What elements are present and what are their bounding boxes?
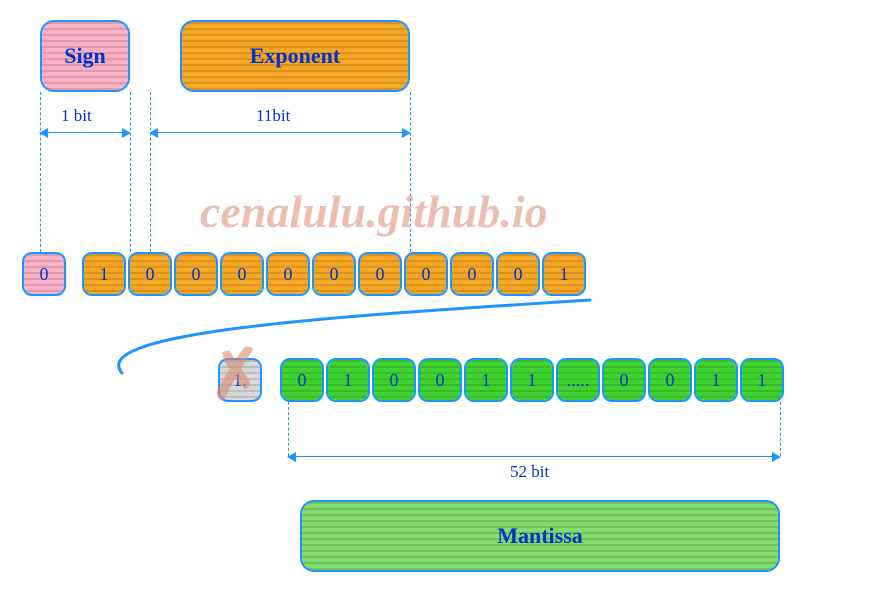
ext-line [150,92,151,252]
bit-value: 0 [376,264,385,285]
dim-line-mantissa [288,456,780,457]
bit-value: 0 [436,370,445,391]
bit-cell: ..... [556,358,600,402]
bit-value: 1 [758,370,767,391]
bit-cell: 0 [372,358,416,402]
bit-row-sign: 0 [22,252,68,296]
bit-value: 1 [560,264,569,285]
sign-label: Sign [64,43,106,69]
bit-cell: 0 [128,252,172,296]
bit-value: 1 [712,370,721,391]
bit-row-exponent: 1 0 0 0 0 0 0 0 0 0 1 [82,252,588,296]
bit-cell: 1 [464,358,508,402]
bit-cell: 0 [358,252,402,296]
bit-cell: 0 [648,358,692,402]
bit-value: 0 [40,264,49,285]
dim-label-exponent: 11bit [256,106,290,126]
exponent-legend-box: Exponent [180,20,410,92]
bit-cell: 1 [740,358,784,402]
bit-value: 0 [146,264,155,285]
bit-value: ..... [567,370,590,391]
bit-cell: 1 [694,358,738,402]
bit-value: 0 [298,370,307,391]
ext-line [780,402,781,456]
dim-label-mantissa: 52 bit [510,462,549,482]
bit-value: 0 [422,264,431,285]
ext-line [40,92,41,252]
exponent-label: Exponent [250,43,340,69]
mantissa-label: Mantissa [497,523,583,549]
bit-cell: 1 [326,358,370,402]
bit-value: 0 [666,370,675,391]
bit-row-leading: 1. [218,358,264,402]
bit-value: 0 [620,370,629,391]
bit-value: 1 [528,370,537,391]
watermark-text: cenalulu.github.io [200,185,548,238]
ext-line [410,92,411,252]
dim-line-exponent [150,132,410,133]
bit-cell: 0 [266,252,310,296]
mantissa-legend-box: Mantissa [300,500,780,572]
sign-legend-box: Sign [40,20,130,92]
bit-cell: 0 [496,252,540,296]
bit-cell: 0 [602,358,646,402]
bit-cell: 0 [220,252,264,296]
bit-value: 1 [344,370,353,391]
dim-line-sign [40,132,130,133]
bit-row-mantissa: 0 1 0 0 1 1..... 0 0 1 1 [280,358,786,402]
bit-cell: 1 [542,252,586,296]
dim-label-sign: 1 bit [61,106,92,126]
bit-cell: 1 [510,358,554,402]
bit-value: 0 [514,264,523,285]
ext-line [130,92,131,252]
diagram-canvas: Sign Exponent Mantissa 1 bit 11bit 52 bi… [0,0,883,595]
bit-value: 0 [238,264,247,285]
bit-cell: 0 [450,252,494,296]
bit-value: 1 [482,370,491,391]
bit-cell: 0 [418,358,462,402]
bit-value: 0 [390,370,399,391]
bit-value: 1. [233,370,247,391]
bit-value: 1 [100,264,109,285]
bit-value: 0 [330,264,339,285]
ext-line [288,402,289,456]
bit-cell: 0 [174,252,218,296]
bit-value: 0 [468,264,477,285]
bit-value: 0 [192,264,201,285]
bit-cell: 1 [82,252,126,296]
bit-cell: 0 [404,252,448,296]
bit-cell: 0 [280,358,324,402]
bit-cell: 0 [22,252,66,296]
bit-value: 0 [284,264,293,285]
bit-cell: 1. [218,358,262,402]
bit-cell: 0 [312,252,356,296]
